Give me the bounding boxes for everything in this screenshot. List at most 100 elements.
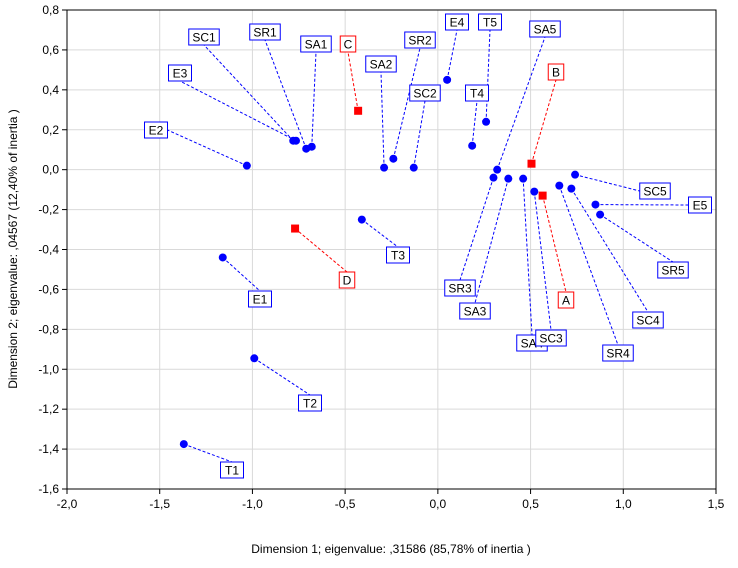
point-label: SC4 (636, 314, 660, 328)
point-marker (250, 354, 259, 363)
leader-line (380, 71, 385, 168)
leader-line (446, 29, 458, 80)
point-label: D (343, 274, 352, 288)
point-label-box (168, 64, 192, 82)
leader-line (474, 178, 509, 304)
leader-line (413, 100, 426, 168)
point-marker (530, 187, 539, 196)
point-label: T5 (483, 16, 497, 30)
leader-line (254, 357, 311, 396)
point-marker (354, 106, 363, 115)
point-label: SR2 (408, 34, 432, 48)
point-marker (527, 159, 536, 168)
point-label: SA3 (464, 305, 487, 319)
point-label-box (220, 461, 244, 479)
y-tick-label: 0,0 (42, 163, 59, 177)
leader-line (471, 100, 478, 146)
leader-line (183, 443, 233, 463)
point-label: SR4 (606, 347, 630, 361)
y-tick-label: -1,2 (38, 402, 59, 416)
point-label: SA1 (305, 38, 328, 52)
y-tick-label: 0,4 (42, 83, 59, 97)
leader-line (294, 228, 348, 273)
leader-line (558, 185, 619, 346)
point-marker (218, 253, 227, 262)
point-marker (307, 142, 316, 151)
leader-line (392, 47, 421, 159)
point-label: SC1 (192, 31, 216, 45)
point-label: SR3 (448, 282, 472, 296)
y-tick-label: -0,4 (38, 243, 59, 257)
point-marker (504, 174, 513, 183)
y-tick-label: 0,6 (42, 43, 59, 57)
leader-line (347, 51, 359, 111)
point-label-box (547, 63, 565, 81)
point-marker (179, 440, 188, 449)
point-marker (242, 161, 251, 170)
tick-layer: -2,0 -1,5 -1,0 -0,5 0,0 0,5 1,0 1,5 0,8 0,6 0,4 0,2… (38, 3, 724, 511)
point-label-box (465, 84, 489, 102)
y-tick-label: -1,6 (38, 482, 59, 496)
y-tick-label: -0,6 (38, 282, 59, 296)
leader-line (203, 44, 294, 142)
point-label: SC5 (643, 185, 667, 199)
point-marker (567, 184, 576, 193)
leader-line (222, 257, 261, 292)
point-label-box (300, 35, 332, 53)
marker-layer (179, 75, 605, 449)
point-marker (493, 165, 502, 174)
point-marker (291, 224, 300, 233)
y-tick-label: -1,4 (38, 442, 59, 456)
point-marker (409, 163, 418, 172)
leader-line (531, 79, 557, 164)
x-tick-label: -0,5 (335, 497, 356, 511)
point-marker (468, 141, 477, 150)
point-marker (555, 181, 564, 190)
point-label-box (602, 344, 634, 362)
point-marker (591, 200, 600, 209)
x-tick-label: 0,5 (522, 497, 539, 511)
y-tick-label: -1,0 (38, 362, 59, 376)
point-label-box (339, 35, 357, 53)
point-label-box (404, 31, 436, 49)
label-layer: SC1 SR1 SA1 E3 E2 SA2 SR2 SC2 E4 T5 T4 SA5 T3 E1 T2 T1 S… (144, 13, 712, 479)
point-label: T2 (303, 397, 317, 411)
point-label-box (298, 394, 322, 412)
point-label-box (557, 291, 575, 309)
point-marker (482, 117, 491, 126)
point-label: SC3 (539, 332, 563, 346)
x-tick-label: -1,5 (149, 497, 170, 511)
leader-line (179, 80, 297, 142)
point-label-box (248, 290, 272, 308)
grid-layer (67, 10, 716, 489)
leader-line (311, 51, 317, 147)
point-marker (596, 210, 605, 219)
point-marker (292, 136, 301, 145)
y-tick-label: -0,8 (38, 322, 59, 336)
x-tick-label: -1,0 (242, 497, 263, 511)
point-label: C (344, 38, 353, 52)
x-tick-label: 1,5 (708, 497, 725, 511)
point-label-box (365, 55, 397, 73)
point-label: B (552, 66, 560, 80)
point-label-box (459, 302, 491, 320)
point-label-box (632, 311, 664, 329)
point-label: T4 (470, 87, 484, 101)
x-tick-label: 0,0 (430, 497, 447, 511)
point-label-box (535, 329, 567, 347)
point-label: E3 (173, 67, 188, 81)
x-axis-label: Dimension 1; eigenvalue: ,31586 (85,78% … (251, 542, 531, 556)
leader-line (361, 219, 399, 248)
point-marker (489, 173, 498, 182)
point-marker (389, 154, 398, 163)
point-label: SR1 (253, 26, 277, 40)
point-label-box (444, 279, 476, 297)
leader-line (570, 188, 649, 313)
point-label-box (639, 182, 671, 200)
leader-line (522, 178, 533, 336)
leader-layer (167, 29, 689, 463)
x-tick-label: -2,0 (57, 497, 78, 511)
point-marker (538, 191, 547, 200)
point-label-box (188, 28, 220, 46)
point-marker (571, 170, 580, 179)
